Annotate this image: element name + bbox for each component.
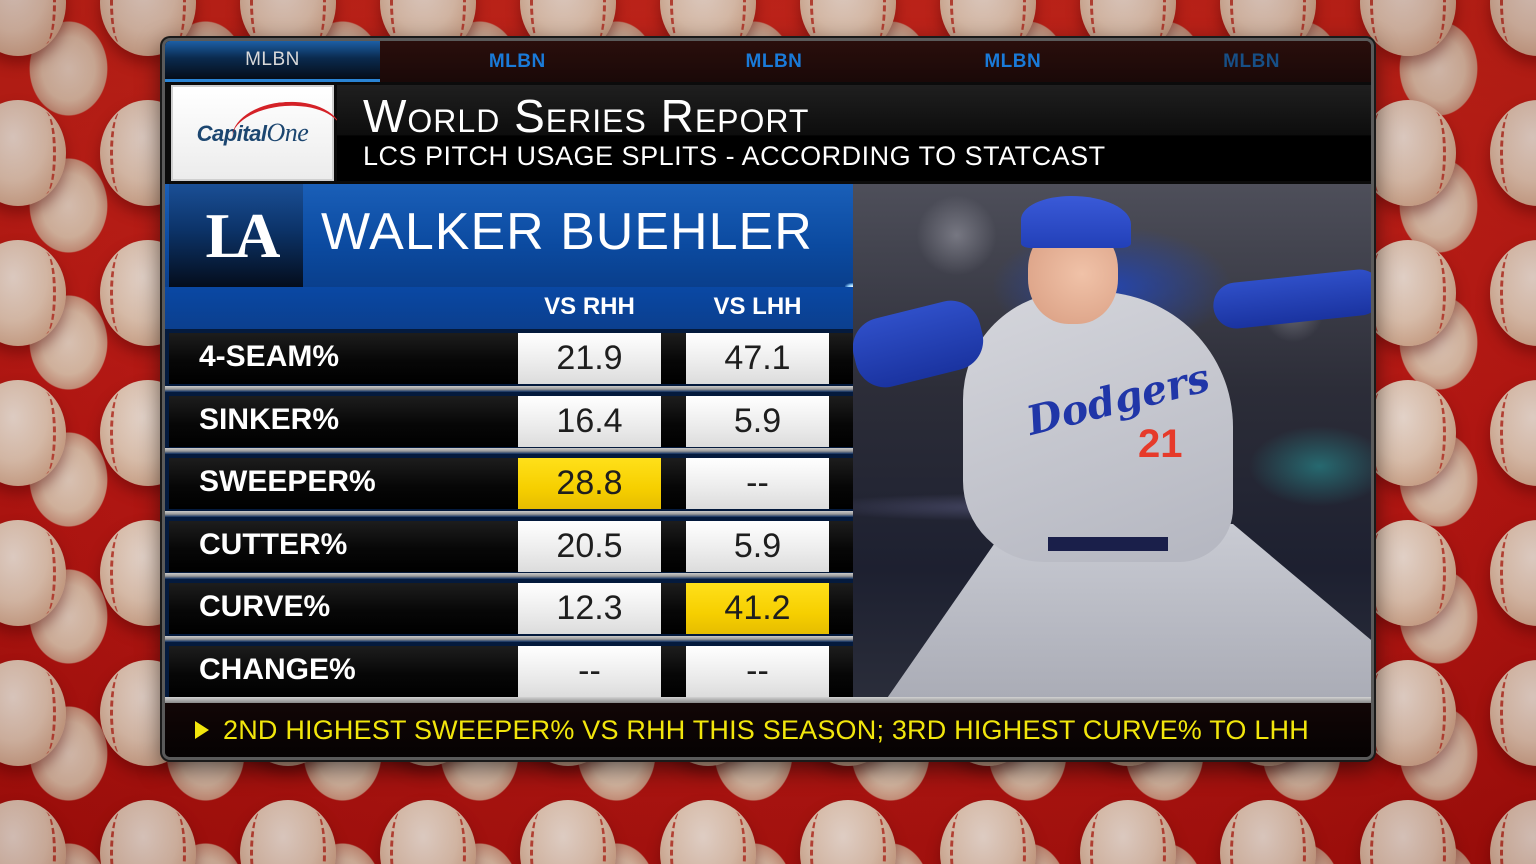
network-tab-5: MLBN <box>1223 50 1281 72</box>
value-vs-rhh: 12.3 <box>518 583 661 634</box>
row-background: CUTTER% 20.5 5.9 <box>169 520 853 572</box>
graphic-panel: MLBN MLBN MLBN MLBN MLBN CapitalOne Worl… <box>162 38 1374 760</box>
row-divider <box>165 385 853 392</box>
pitch-type-label: CHANGE% <box>199 652 356 686</box>
pitch-type-label: 4-SEAM% <box>199 340 340 373</box>
table-row: CUTTER% 20.5 5.9 <box>165 516 853 579</box>
baseball-icon <box>1360 0 1456 56</box>
network-tab-4: MLBN <box>984 50 1042 72</box>
pitch-type-label: CUTTER% <box>199 527 348 561</box>
value-vs-lhh: -- <box>686 458 829 509</box>
player-header: LA WALKER BUEHLER <box>165 184 853 287</box>
baseball-icon <box>1220 800 1316 864</box>
baseball-icon <box>520 800 616 864</box>
dodgers-la-logo-icon: LA <box>205 199 281 271</box>
row-divider <box>165 635 853 642</box>
network-tabs: MLBN MLBN MLBN MLBN MLBN <box>165 41 1371 82</box>
value-vs-lhh: 47.1 <box>686 333 829 384</box>
col-header-lhh: VS LHH <box>713 293 802 320</box>
baseball-icon <box>1360 660 1456 766</box>
table-row: 4-SEAM% 21.9 47.1 <box>165 329 853 392</box>
baseball-icon <box>1360 800 1456 864</box>
baseball-icon <box>0 660 66 766</box>
pitch-type-label: SINKER% <box>199 402 340 436</box>
baseball-icon <box>1490 100 1536 206</box>
baseball-icon <box>100 800 196 864</box>
row-background: CHANGE% -- -- <box>169 645 853 697</box>
table-row: CHANGE% -- -- <box>165 641 853 704</box>
value-vs-rhh: -- <box>518 645 661 697</box>
page-title: World Series Report <box>363 90 810 142</box>
baseball-icon <box>0 800 66 864</box>
photo-jersey <box>963 292 1233 562</box>
page-subtitle: LCS PITCH USAGE SPLITS - ACCORDING TO ST… <box>363 141 1106 171</box>
baseball-icon <box>1360 100 1456 206</box>
photo-belt <box>1048 537 1168 551</box>
swoosh-icon <box>229 98 342 146</box>
photo-cap <box>1021 196 1131 248</box>
row-divider <box>165 448 853 454</box>
player-name: WALKER BUEHLER <box>321 203 813 261</box>
baseball-icon <box>240 800 336 864</box>
value-vs-rhh: 28.8 <box>518 458 661 509</box>
play-arrow-icon <box>195 721 209 739</box>
baseball-icon <box>1490 520 1536 626</box>
value-vs-rhh: 16.4 <box>518 395 661 447</box>
row-background: SWEEPER% 28.8 -- <box>169 458 853 509</box>
table-row: SWEEPER% 28.8 -- <box>165 454 853 517</box>
baseball-icon <box>1490 800 1536 864</box>
capital-one-logo: CapitalOne <box>196 98 342 148</box>
pitch-usage-table: 4-SEAM% 21.9 47.1 SINKER% 16.4 5.9 SWEEPER% 28.… <box>165 329 853 704</box>
baseball-icon <box>1360 240 1456 346</box>
column-headers: VS RHH VS LHH <box>165 287 853 329</box>
baseball-icon <box>800 800 896 864</box>
row-background: SINKER% 16.4 5.9 <box>169 395 853 447</box>
row-background: 4-SEAM% 21.9 47.1 <box>169 333 853 384</box>
row-background: CURVE% 12.3 41.2 <box>169 583 853 634</box>
sponsor-name-light: One <box>266 118 309 147</box>
value-vs-lhh: 41.2 <box>686 583 829 634</box>
baseball-icon <box>1360 520 1456 626</box>
baseball-icon <box>940 800 1036 864</box>
network-tab-1: MLBN <box>165 41 380 82</box>
pitch-type-label: CURVE% <box>199 590 331 623</box>
network-tab-3: MLBN <box>745 50 803 72</box>
player-photo: Dodgers 21 <box>853 184 1371 697</box>
baseball-icon <box>1490 660 1536 766</box>
pitch-type-label: SWEEPER% <box>199 465 376 498</box>
footnote-text: 2ND HIGHEST SWEEPER% VS RHH THIS SEASON;… <box>223 714 1309 745</box>
sponsor-name-bold: Capital <box>196 121 267 146</box>
footnote-bar: 2ND HIGHEST SWEEPER% VS RHH THIS SEASON;… <box>165 703 1371 757</box>
col-header-rhh: VS RHH <box>544 293 635 320</box>
value-vs-rhh: 20.5 <box>518 520 661 572</box>
title-area: World Series Report LCS PITCH USAGE SPLI… <box>337 85 1371 181</box>
baseball-icon <box>1490 380 1536 486</box>
baseball-icon <box>0 0 66 56</box>
table-row: CURVE% 12.3 41.2 <box>165 579 853 642</box>
baseball-icon <box>380 800 476 864</box>
row-divider <box>165 510 853 517</box>
network-tab-2: MLBN <box>488 50 546 72</box>
baseball-icon <box>0 380 66 486</box>
team-logo-box: LA <box>169 184 303 287</box>
value-vs-rhh: 21.9 <box>518 333 661 384</box>
baseball-icon <box>0 100 66 206</box>
sponsor-logo-box: CapitalOne <box>171 85 342 181</box>
baseball-icon <box>660 800 756 864</box>
baseball-icon <box>1490 0 1536 56</box>
baseball-icon <box>0 520 66 626</box>
jersey-number: 21 <box>1138 422 1183 466</box>
baseball-icon <box>1080 800 1176 864</box>
baseball-icon <box>1490 240 1536 346</box>
value-vs-lhh: 5.9 <box>686 395 829 447</box>
value-vs-lhh: -- <box>686 645 829 697</box>
value-vs-lhh: 5.9 <box>686 520 829 572</box>
divider <box>165 697 1371 703</box>
row-divider <box>165 573 853 579</box>
baseball-icon <box>1360 380 1456 486</box>
table-row: SINKER% 16.4 5.9 <box>165 391 853 454</box>
baseball-icon <box>0 240 66 346</box>
